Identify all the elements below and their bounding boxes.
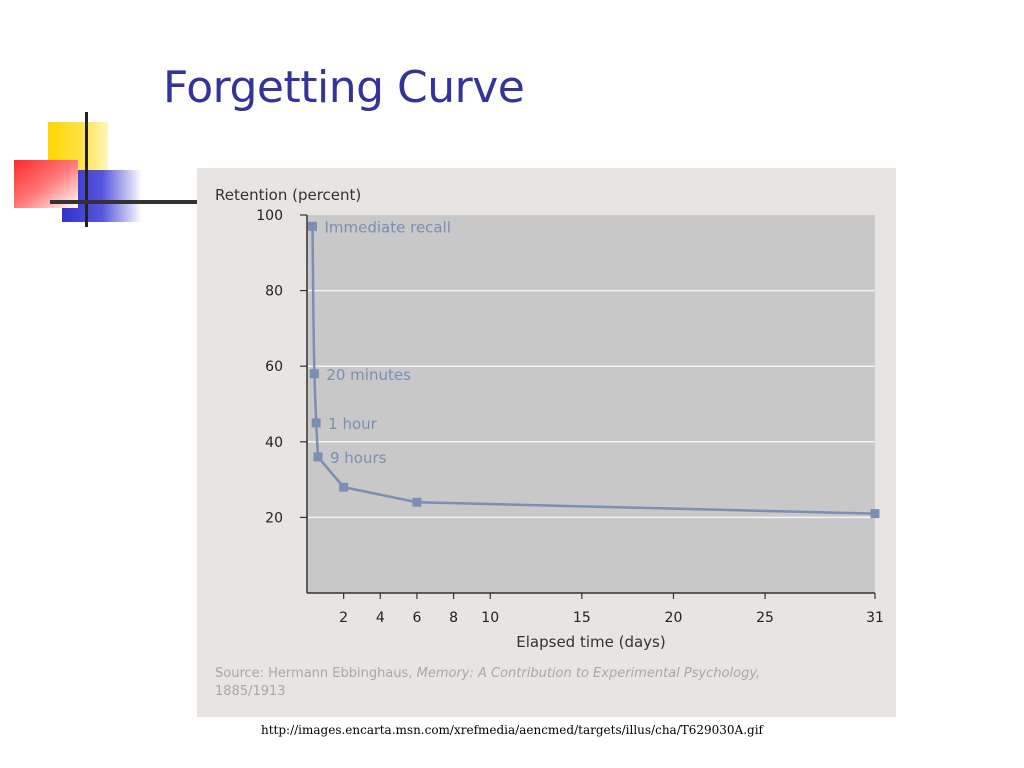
data-point (307, 221, 317, 231)
plot-area (307, 215, 875, 593)
annotation-label: Immediate recall (324, 218, 450, 236)
y-tick-label: 20 (265, 510, 283, 526)
source-prefix: Source: Hermann Ebbinghaus, (215, 666, 417, 681)
url-caption: http://images.encarta.msn.com/xrefmedia/… (260, 723, 763, 737)
y-axis-title: Retention (percent) (215, 186, 361, 204)
data-point (412, 497, 422, 507)
x-tick-label: 15 (573, 610, 591, 626)
data-point (339, 482, 349, 492)
deco-vertical-line (85, 112, 88, 227)
x-tick-label: 6 (412, 610, 421, 626)
y-tick-label: 40 (265, 435, 283, 451)
y-tick-label: 100 (256, 208, 283, 224)
x-tick-label: 20 (665, 610, 683, 626)
annotation-label: 9 hours (330, 449, 387, 467)
x-axis-title: Elapsed time (days) (516, 633, 665, 651)
x-tick-label: 31 (866, 610, 884, 626)
slide-title: Forgetting Curve (163, 62, 525, 113)
series-line (311, 226, 876, 515)
chart-panel: 20 40 60 80 100 2 4 6 8 10 15 20 25 31 Retention (perc… (197, 168, 896, 717)
x-tick-label: 8 (449, 610, 458, 626)
source-note: Source: Hermann Ebbinghaus, Memory: A Co… (215, 665, 875, 701)
x-tick-label: 4 (376, 610, 385, 626)
forgetting-curve-chart: 20 40 60 80 100 2 4 6 8 10 15 20 25 31 Retention (perc… (215, 186, 884, 651)
annotation-label: 20 minutes (326, 366, 411, 384)
annotation-label: 1 hour (328, 415, 378, 433)
data-point (870, 509, 880, 519)
x-tick-label: 25 (756, 610, 774, 626)
y-tick-label: 60 (265, 359, 283, 375)
data-point (313, 452, 323, 462)
source-years: 1885/1913 (215, 684, 286, 699)
data-point (311, 418, 321, 428)
source-work: Memory: A Contribution to Experimental P… (416, 666, 761, 681)
y-tick-label: 80 (265, 284, 283, 300)
x-tick-label: 10 (481, 610, 499, 626)
x-tick-label: 2 (339, 610, 348, 626)
data-point (309, 369, 319, 379)
